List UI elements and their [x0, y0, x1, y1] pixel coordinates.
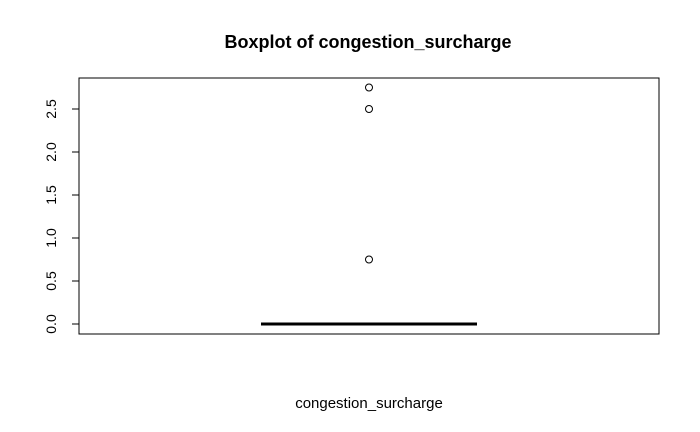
outlier-layer: [365, 83, 373, 264]
y-tick-label: 0.5: [43, 271, 59, 291]
y-tick-label: 1.5: [43, 185, 59, 205]
outlier-point: [365, 83, 373, 92]
y-tick-label: 2.5: [43, 99, 59, 119]
y-tick-label: 2.0: [43, 142, 59, 162]
plot-area-frame: [78, 77, 660, 335]
outlier-point: [365, 255, 373, 264]
y-tick-label: 0.0: [43, 314, 59, 334]
outlier-point: [365, 105, 373, 113]
y-tick-label: 1.0: [43, 228, 59, 248]
x-axis-label: congestion_surcharge: [295, 395, 443, 412]
chart-title: Boxplot of congestion_surcharge: [224, 32, 511, 52]
y-axis: 0.0 0.5 1.0 1.5 2.0 2.5: [43, 99, 79, 334]
